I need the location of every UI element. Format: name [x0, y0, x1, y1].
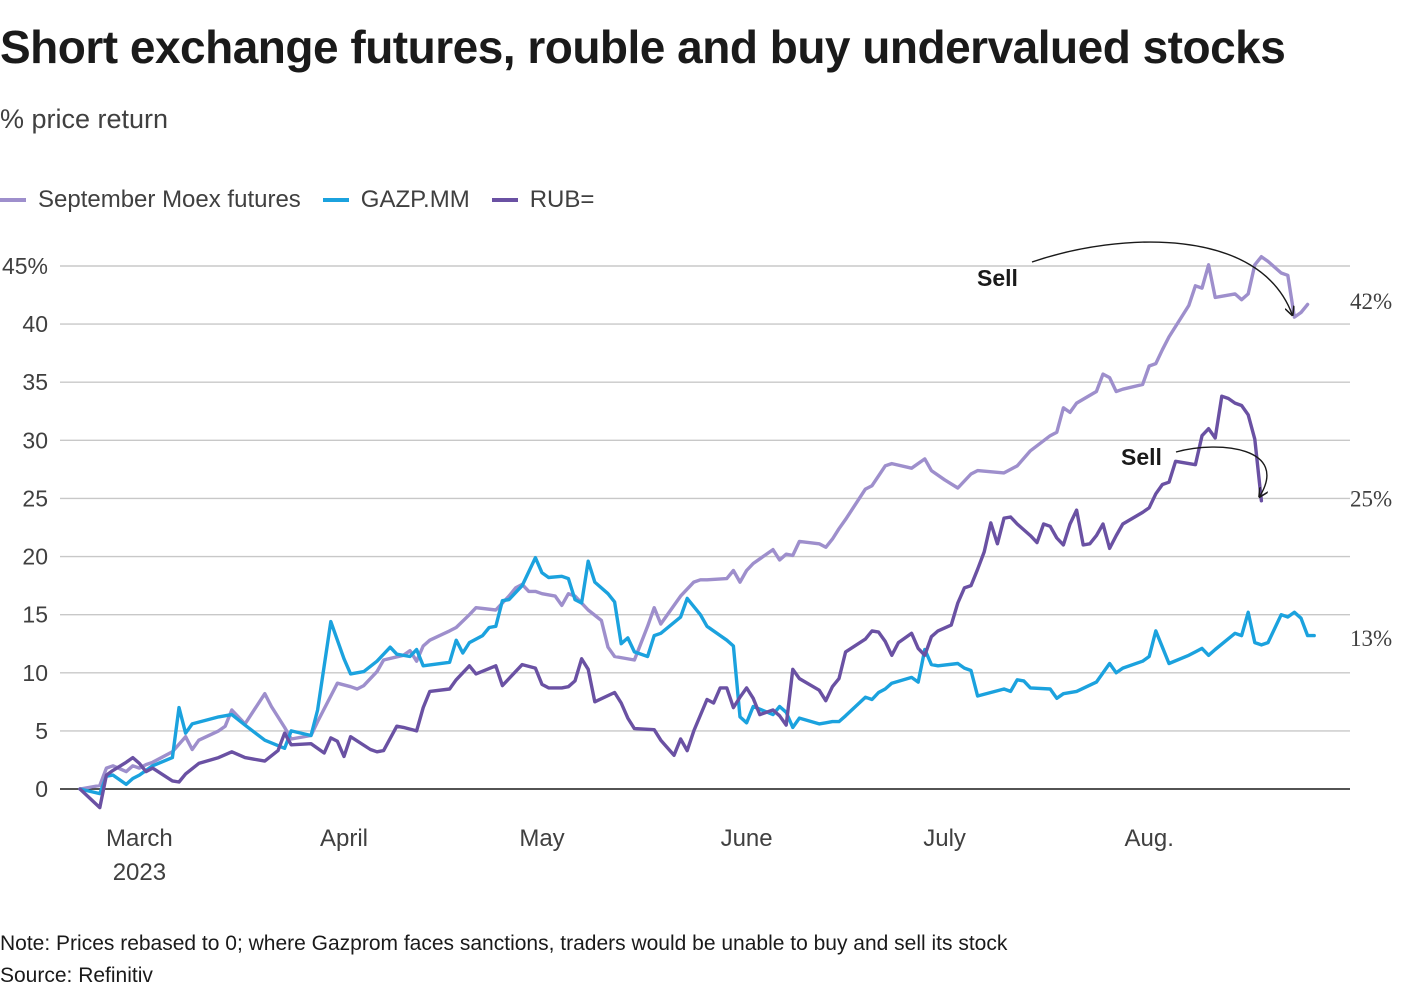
legend-swatch-gazp — [322, 198, 349, 202]
legend-label-moex: September Moex futures — [38, 186, 301, 213]
x-tick-label: July — [923, 825, 966, 852]
grid-layer — [60, 265, 1350, 790]
y-tick-label: 40 — [22, 311, 48, 337]
sell-label-moex: Sell — [977, 265, 1018, 291]
y-tick-label: 30 — [22, 427, 48, 453]
end-label-moex: 42% — [1350, 289, 1392, 314]
legend-item-rub: RUB= — [491, 186, 595, 214]
end-label-rub: 25% — [1350, 486, 1392, 511]
y-tick-label: 35 — [22, 369, 48, 395]
y-tick-label: 15 — [22, 602, 48, 628]
chart-source: Source: Refinitiv — [0, 964, 153, 987]
chart-subtitle: % price return — [0, 104, 169, 134]
chart-title: Short exchange futures, rouble and buy u… — [0, 21, 1286, 73]
x-tick-label: June — [721, 825, 773, 852]
chart-note: Note: Prices rebased to 0; where Gazprom… — [0, 932, 1008, 955]
y-tick-label: 0 — [35, 776, 48, 802]
end-label-gazp: 13% — [1350, 626, 1392, 651]
legend-item-gazp: GAZP.MM — [322, 186, 470, 214]
series-line-gazp — [78, 556, 1316, 796]
y-tick-label: 10 — [22, 660, 48, 686]
series-line-moex — [78, 255, 1310, 791]
y-tick-label: 45% — [2, 253, 48, 279]
sell-arrow-rub — [1175, 446, 1267, 497]
x-tick-label: Aug. — [1125, 825, 1174, 852]
x-tick-label: May — [519, 825, 564, 852]
sell-arrow-moex — [1031, 241, 1292, 315]
y-tick-label: 25 — [22, 485, 48, 511]
y-tick-label: 20 — [22, 544, 48, 570]
y-tick-label: 5 — [35, 718, 48, 744]
x-tick-sublabel: 2023 — [113, 859, 166, 886]
legend-label-rub: RUB= — [529, 186, 595, 213]
chart-legend: September Moex futures GAZP.MM RUB= — [0, 186, 616, 214]
legend-item-moex: September Moex futures — [0, 186, 301, 214]
x-tick-label: March — [106, 825, 173, 852]
legend-swatch-moex — [0, 198, 26, 202]
legend-label-gazp: GAZP.MM — [360, 186, 470, 213]
legend-swatch-rub — [491, 198, 518, 202]
sell-label-rub: Sell — [1121, 444, 1162, 470]
annotation-layer: Sell Sell — [977, 241, 1292, 497]
label-layer: 0 5 10 15 20 25 30 35 40 45% March 2023 April May June… — [2, 253, 1392, 886]
series-line-rub — [78, 394, 1264, 810]
x-tick-label: April — [320, 825, 368, 852]
series-layer — [78, 255, 1316, 810]
